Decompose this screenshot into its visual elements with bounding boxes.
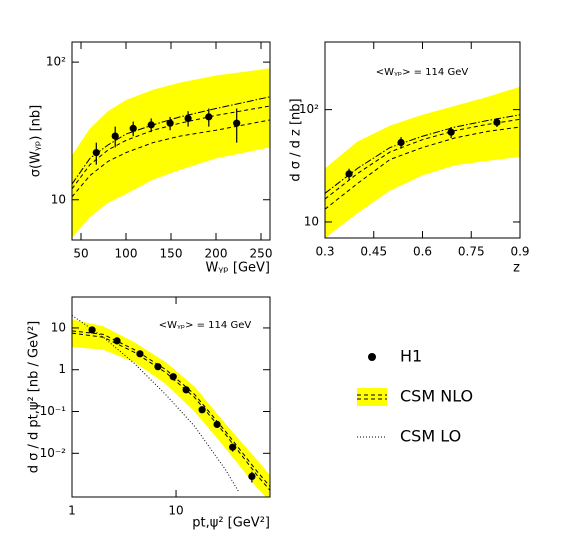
band (72, 68, 270, 238)
curve (325, 114, 520, 194)
band (72, 319, 270, 497)
y-axis-label: d σ / d pt,ψ² [nb / GeV²] (27, 321, 42, 474)
data-point (233, 119, 241, 127)
legend-label: CSM LO (400, 427, 461, 446)
x-axis-label: z (513, 261, 520, 276)
data-point (169, 373, 177, 381)
data-point (345, 170, 353, 178)
x-tick-label: 0.45 (360, 245, 387, 259)
y-tick-label: 10 (51, 320, 66, 334)
data-point (213, 420, 221, 429)
x-tick-label: 0.75 (458, 245, 485, 259)
data-point (248, 472, 256, 481)
data-point (205, 113, 213, 121)
frame (71, 296, 271, 498)
data-point (397, 138, 405, 147)
x-tick-label: 10 (168, 504, 183, 518)
y-tick-label: 10 (304, 214, 319, 228)
curve (72, 96, 270, 185)
annotation: <Wᵧₚ> = 114 GeV (376, 67, 469, 78)
y-axis-label: σ(Wᵧₚ) [nb] (29, 105, 44, 177)
data-point (166, 119, 174, 127)
x-tick-label: 0.9 (510, 245, 529, 259)
x-tick-label: 50 (73, 247, 88, 261)
legend-label: CSM NLO (400, 387, 473, 406)
plot-area (72, 314, 270, 497)
annotation: <Wᵧₚ> = 114 GeV (159, 320, 252, 331)
x-tick-label: 200 (205, 247, 228, 261)
data-point (154, 363, 162, 371)
y-tick-label: 10⁻² (40, 446, 67, 460)
curve (72, 332, 270, 491)
data-point (147, 121, 155, 129)
x-tick-label: 100 (115, 247, 138, 261)
legend-label: H1 (400, 347, 422, 366)
legend-marker (368, 353, 376, 361)
data-point (229, 443, 237, 451)
data-point (111, 132, 119, 140)
plot-area (325, 86, 520, 238)
data-point (447, 128, 455, 136)
x-tick-label: 150 (160, 247, 183, 261)
band (325, 86, 520, 238)
curve (72, 314, 240, 493)
x-tick-label: 1 (68, 504, 76, 518)
curve (325, 118, 520, 200)
data-point (182, 386, 190, 394)
y-axis-label: d σ / d z [nb] (289, 98, 304, 181)
y-tick-label: 10² (46, 55, 66, 69)
y-tick-label: 10⁻¹ (40, 404, 67, 418)
data-point (92, 149, 100, 157)
y-tick-label: 10² (299, 102, 319, 116)
data-point (493, 118, 501, 126)
y-tick-label: 10 (51, 192, 66, 206)
curve (325, 126, 520, 210)
x-tick-label: 0.6 (413, 245, 432, 259)
data-point (198, 406, 206, 414)
x-tick-label: 0.3 (315, 245, 334, 259)
plot-area (72, 68, 270, 238)
curve (72, 119, 270, 198)
y-tick-label: 1 (58, 362, 66, 376)
x-axis-label: Wᵧₚ [GeV] (205, 261, 270, 276)
data-point (184, 114, 192, 122)
data-point (129, 124, 137, 132)
curve (72, 330, 270, 487)
data-point (113, 337, 121, 345)
data-point (136, 350, 144, 358)
data-point (88, 326, 96, 334)
legend-marker (357, 388, 387, 406)
x-axis-label: pt,ψ² [GeV²] (192, 516, 270, 531)
x-tick-label: 250 (250, 247, 273, 261)
